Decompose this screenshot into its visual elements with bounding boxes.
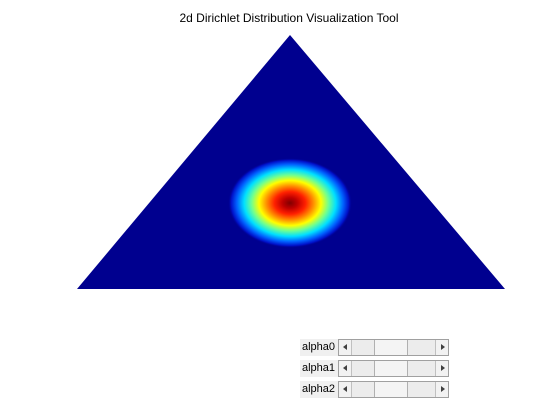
left-arrow-icon[interactable] [339, 361, 352, 376]
alpha2-control: alpha2 [300, 381, 450, 398]
alpha0-slider[interactable] [338, 339, 449, 356]
alpha2-label: alpha2 [300, 381, 338, 398]
plot-title: 2d Dirichlet Distribution Visualization … [179, 11, 399, 25]
alpha1-control: alpha1 [300, 360, 450, 377]
alpha0-slider-thumb[interactable] [374, 340, 408, 355]
alpha1-slider-thumb[interactable] [374, 361, 408, 376]
alpha1-label: alpha1 [300, 360, 338, 377]
density-peak [228, 158, 352, 248]
alpha1-slider[interactable] [338, 360, 449, 377]
alpha2-slider[interactable] [338, 381, 449, 398]
right-arrow-icon[interactable] [435, 340, 448, 355]
right-arrow-icon[interactable] [435, 361, 448, 376]
dirichlet-simplex-plot [77, 35, 505, 289]
alpha0-slider-track[interactable] [352, 340, 435, 355]
left-arrow-icon[interactable] [339, 382, 352, 397]
alpha0-control: alpha0 [300, 339, 450, 356]
alpha0-label: alpha0 [300, 339, 338, 356]
right-arrow-icon[interactable] [435, 382, 448, 397]
alpha2-slider-track[interactable] [352, 382, 435, 397]
left-arrow-icon[interactable] [339, 340, 352, 355]
alpha2-slider-thumb[interactable] [374, 382, 408, 397]
alpha1-slider-track[interactable] [352, 361, 435, 376]
